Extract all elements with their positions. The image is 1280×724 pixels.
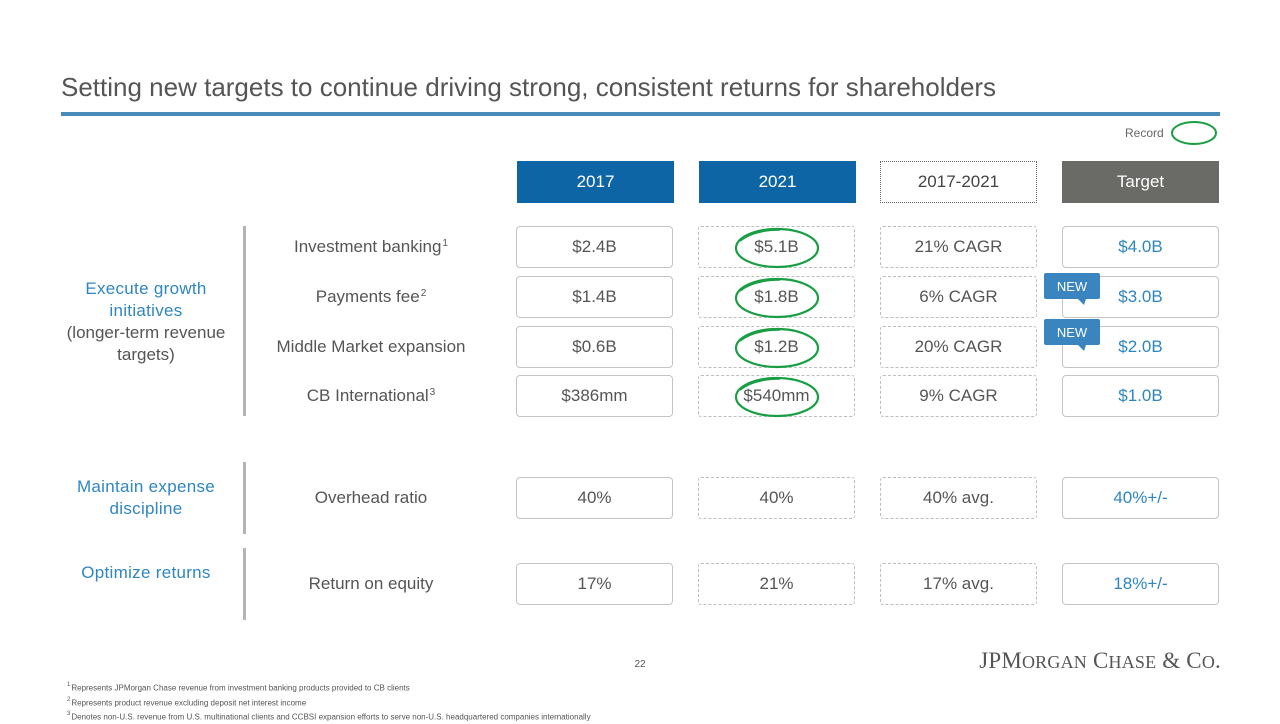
page-title: Setting new targets to continue driving … [61,72,997,102]
row-label-payments-fee: Payments fee 2 [315,287,427,306]
column-header-target: Target [1062,161,1219,203]
cell-change: 40% avg. [880,477,1037,519]
cell-change: 9% CAGR [880,375,1037,417]
group-growth-title: Execute growth initiatives [85,279,207,320]
cell-2021: $5.1B [698,226,855,269]
cell-2017: 17% [516,563,673,605]
record-ellipse-icon [1170,121,1217,145]
cell-2017: $2.4B [516,226,673,268]
record-legend-label: Record [1125,126,1164,140]
new-badge: NEW [1044,273,1100,305]
cell-2021: 40% [698,477,855,519]
cell-2021: $1.2B [698,326,855,369]
footnote: 2Represents product revenue excluding de… [67,696,307,708]
cell-2017: 40% [516,477,673,519]
row-label-overhead-ratio: Overhead ratio [314,488,428,507]
footnote: 1Represents JPMorgan Chase revenue from … [67,682,410,693]
footnote: 3Denotes non-U.S. revenue from U.S. mult… [67,711,591,722]
row-label-investment-banking: Investment banking 1 [294,237,448,256]
cell-change: 21% CAGR [880,226,1037,268]
cell-2017: $1.4B [516,276,673,318]
cell-target: 40%+/- [1062,477,1219,519]
group-bar-growth [243,226,246,416]
cell-2021: 21% [698,563,855,605]
group-bar-returns [243,548,246,620]
group-returns-title: Optimize returns [81,563,211,582]
cell-target: $4.0B [1062,226,1219,268]
row-label-cb-international: CB International 3 [306,386,436,405]
column-header-2021: 2021 [699,161,856,203]
footnotes: 1Represents JPMorgan Chase revenue from … [67,680,767,724]
group-label-returns: Optimize returns [61,562,231,584]
row-label-middle-market: Middle Market expansion [276,337,466,356]
cell-target: $1.0B [1062,375,1219,417]
cell-change: 20% CAGR [880,326,1037,368]
page-number: 22 [634,659,646,670]
cell-2021: $1.8B [698,276,855,319]
cell-change: 17% avg. [880,563,1037,605]
group-label-growth: Execute growth initiatives (longer-term … [61,278,231,366]
cell-2017: $386mm [516,375,673,417]
company-logo: JPMORGAN CHASE & CO. [979,648,1221,673]
column-header-2017: 2017 [517,161,674,203]
column-header-2017-2021: 2017-2021 [880,161,1037,203]
record-legend: Record [1125,120,1218,146]
cell-2021: $540mm [698,375,855,418]
new-badge: NEW [1044,319,1100,351]
title-rule [61,112,1220,116]
group-label-expense: Maintain expense discipline [61,476,231,520]
cell-target: 18%+/- [1062,563,1219,605]
cell-2017: $0.6B [516,326,673,368]
group-bar-expense [243,462,246,534]
cell-change: 6% CAGR [880,276,1037,318]
row-label-return-on-equity: Return on equity [308,574,434,593]
group-growth-subtitle: (longer-term revenue targets) [66,323,226,364]
group-expense-title: Maintain expense discipline [76,477,216,518]
